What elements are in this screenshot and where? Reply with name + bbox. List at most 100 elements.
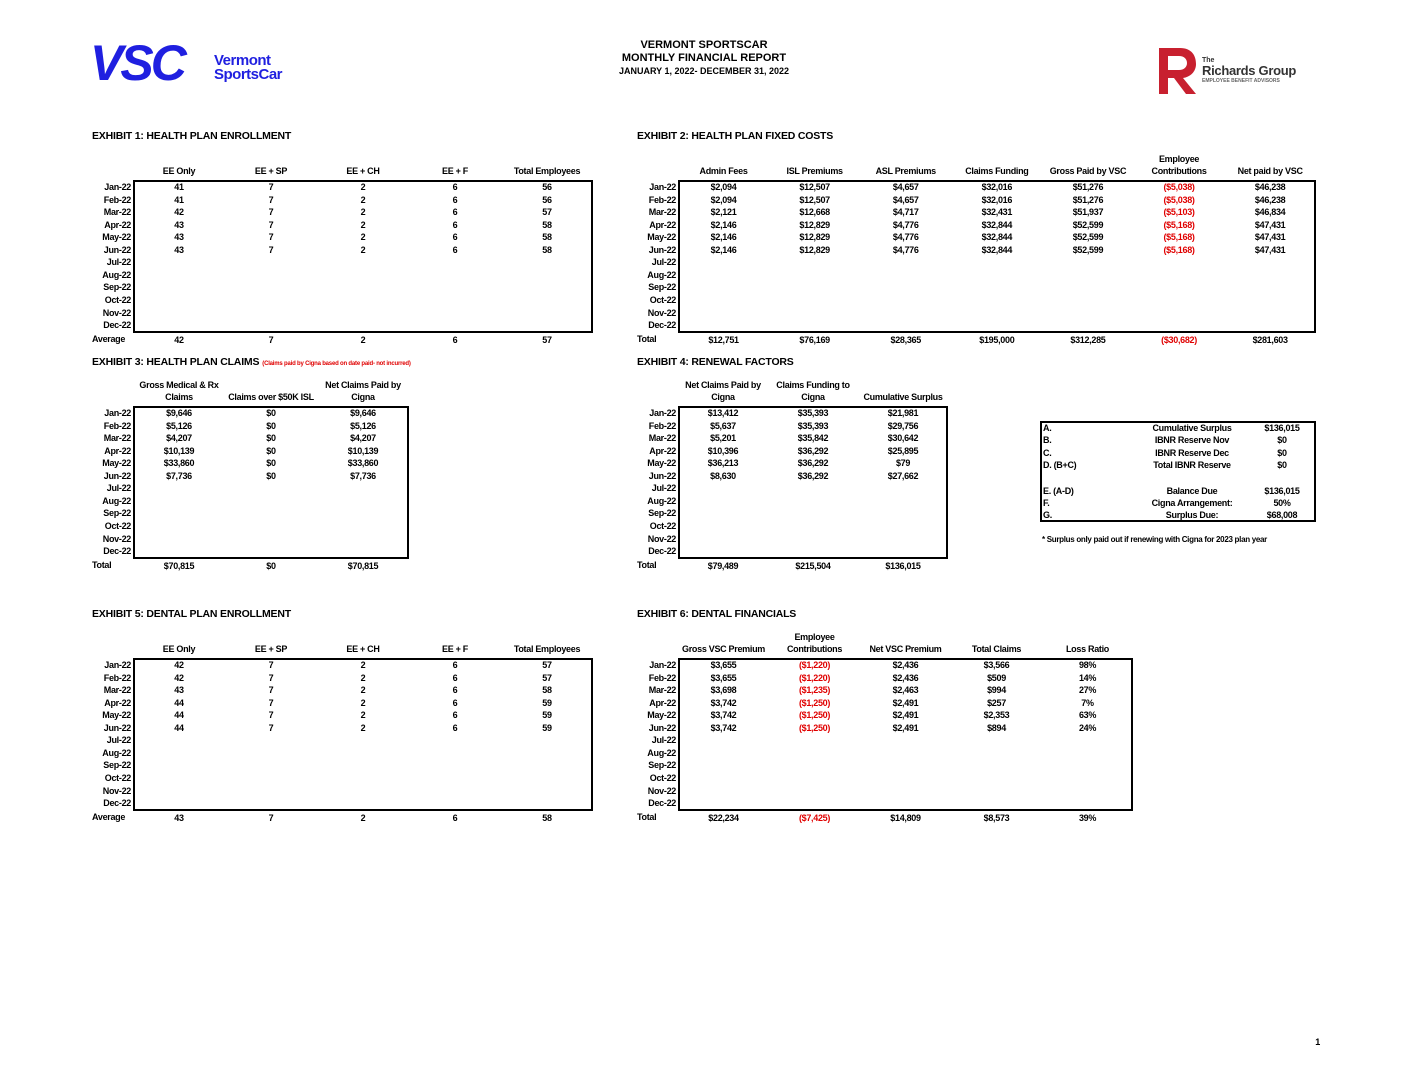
table-cell: $47,431 bbox=[1254, 232, 1286, 243]
row-label: Apr-22 bbox=[649, 697, 676, 708]
table-cell: $0 bbox=[266, 445, 276, 456]
table-cell: 2 bbox=[360, 182, 366, 192]
table-cell: 59 bbox=[542, 697, 552, 708]
table-cell: $47,431 bbox=[1254, 219, 1286, 230]
row-label: May-22 bbox=[102, 710, 131, 721]
row-label: Oct-22 bbox=[104, 294, 132, 305]
summary-cell: Cumulative Surplus bbox=[1152, 423, 1232, 433]
table-cell: $51,276 bbox=[1072, 182, 1104, 192]
table-cell: 7 bbox=[268, 232, 274, 243]
table-cell: $32,844 bbox=[981, 232, 1013, 243]
summary-note: * Surplus only paid out if renewing with… bbox=[1042, 535, 1267, 544]
table-cell: $51,937 bbox=[1072, 207, 1104, 218]
row-label: Nov-22 bbox=[647, 533, 677, 544]
row-label: Dec-22 bbox=[103, 546, 131, 557]
summary-cell: D. (B+C) bbox=[1043, 460, 1077, 471]
table-cell: $0 bbox=[266, 420, 276, 431]
table-cell: ($1,250) bbox=[798, 710, 831, 721]
row-label: Jan-22 bbox=[104, 408, 131, 418]
table-cell: $12,507 bbox=[799, 194, 830, 205]
row-label: Apr-22 bbox=[649, 445, 676, 456]
table-cell: 43 bbox=[174, 244, 184, 255]
column-header: Claims Funding bbox=[965, 166, 1029, 176]
table-cell: $52,599 bbox=[1072, 232, 1104, 243]
summary-cell: A. bbox=[1043, 423, 1052, 433]
row-label: Nov-22 bbox=[647, 785, 677, 796]
table-cell: $2,491 bbox=[892, 697, 919, 708]
report-header: VERMONT SPORTSCAR MONTHLY FINANCIAL REPO… bbox=[504, 39, 904, 77]
table-cell: 6 bbox=[452, 207, 458, 218]
table-cell: 7 bbox=[268, 182, 274, 192]
table-cell: $30,642 bbox=[887, 433, 919, 444]
exhibit-title-text: EXHIBIT 2: HEALTH PLAN FIXED COSTS bbox=[637, 130, 834, 142]
table-cell: 6 bbox=[452, 710, 458, 721]
table-cell: $9,646 bbox=[166, 408, 192, 418]
table-cell: 56 bbox=[542, 182, 552, 192]
table-cell: 6 bbox=[452, 685, 458, 696]
table-cell: $7,736 bbox=[350, 470, 376, 481]
table-cell: $0 bbox=[266, 408, 276, 418]
summary-box bbox=[1040, 421, 1316, 522]
table-cell: $27,662 bbox=[887, 470, 919, 481]
table-cell: 7 bbox=[268, 672, 274, 683]
row-label: Jan-22 bbox=[649, 660, 676, 670]
row-label: Mar-22 bbox=[103, 207, 132, 218]
footer-cell: 58 bbox=[542, 812, 552, 823]
table-cell: $4,657 bbox=[892, 182, 919, 192]
table-cell: 2 bbox=[360, 219, 366, 230]
column-header: EE + CH bbox=[346, 644, 380, 654]
row-label: Dec-22 bbox=[648, 798, 676, 809]
column-header: Cumulative Surplus bbox=[863, 392, 943, 402]
row-label: Mar-22 bbox=[648, 685, 677, 696]
table-cell: 43 bbox=[174, 219, 184, 230]
row-label: Feb-22 bbox=[103, 194, 132, 205]
table-cell: 6 bbox=[452, 182, 458, 192]
table-cell: $33,860 bbox=[163, 458, 195, 469]
table-cell: 44 bbox=[174, 697, 184, 708]
exhibit-title: EXHIBIT 2: HEALTH PLAN FIXED COSTS bbox=[637, 130, 833, 142]
table-cell: $509 bbox=[987, 672, 1006, 683]
row-label: Feb-22 bbox=[103, 672, 132, 683]
table-cell: $36,292 bbox=[797, 458, 829, 469]
table-cell: $4,207 bbox=[166, 433, 192, 444]
summary-cell: $136,015 bbox=[1264, 423, 1300, 433]
table-cell: $35,393 bbox=[797, 408, 829, 418]
row-label: Dec-22 bbox=[103, 798, 131, 809]
row-label: Apr-22 bbox=[104, 697, 131, 708]
table-cell: $5,126 bbox=[166, 420, 192, 431]
row-label: Mar-22 bbox=[103, 433, 132, 444]
summary-cell: F. bbox=[1043, 497, 1050, 508]
row-label: Oct-22 bbox=[649, 294, 677, 305]
column-header: Net Claims Paid by Cigna bbox=[325, 380, 401, 402]
richards-logo-mark bbox=[1159, 48, 1196, 94]
row-label: Jun-22 bbox=[103, 244, 132, 255]
row-label: Jul-22 bbox=[651, 483, 677, 494]
table-cell: 42 bbox=[174, 207, 184, 218]
table-cell: $25,895 bbox=[887, 445, 919, 456]
footer-cell: $215,504 bbox=[795, 560, 831, 571]
table-cell: $10,139 bbox=[347, 445, 379, 456]
table-cell: $13,412 bbox=[707, 408, 739, 418]
row-label: Feb-22 bbox=[648, 194, 677, 205]
row-label: Sep-22 bbox=[648, 508, 676, 519]
table-cell: $2,146 bbox=[710, 219, 737, 230]
table-cell: 2 bbox=[360, 710, 366, 721]
footer-label: Total bbox=[92, 559, 112, 570]
row-label: Aug-22 bbox=[102, 747, 131, 758]
table-cell: ($5,038) bbox=[1163, 182, 1195, 192]
table-cell: $2,094 bbox=[710, 182, 737, 192]
table-cell: $12,829 bbox=[799, 232, 830, 243]
table-cell: $0 bbox=[266, 458, 276, 469]
footer-cell: 2 bbox=[360, 812, 366, 823]
footer-cell: $195,000 bbox=[979, 334, 1015, 345]
row-label: Mar-22 bbox=[648, 433, 677, 444]
table-cell: 59 bbox=[542, 710, 552, 721]
table-cell: ($5,168) bbox=[1163, 244, 1195, 255]
footer-cell: 7 bbox=[268, 812, 274, 823]
footer-cell: $79,489 bbox=[707, 560, 739, 571]
footer-cell: 42 bbox=[174, 334, 184, 345]
column-header: Gross Medical & Rx Claims bbox=[139, 380, 219, 402]
table-cell: $33,860 bbox=[347, 458, 379, 469]
row-label: Nov-22 bbox=[647, 307, 677, 318]
table-cell: $4,657 bbox=[892, 194, 919, 205]
